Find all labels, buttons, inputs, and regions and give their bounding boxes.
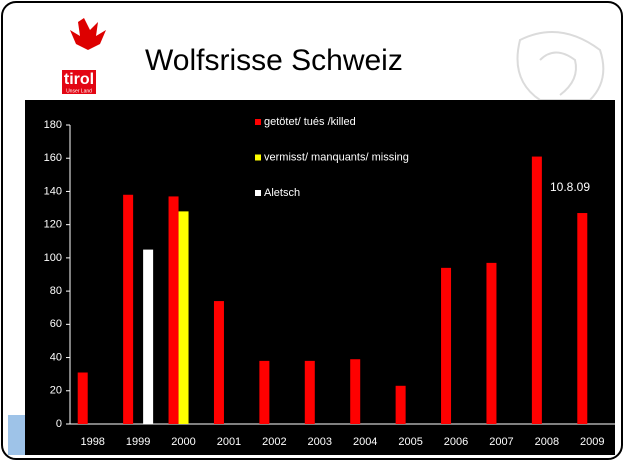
legend-label: Aletsch: [264, 187, 300, 199]
y-tick-label: 120: [44, 219, 62, 231]
x-tick-label: 2008: [535, 436, 559, 448]
bar: [532, 157, 542, 424]
x-tick-label: 1998: [80, 436, 104, 448]
legend-swatch: [255, 155, 261, 161]
bar: [350, 359, 360, 424]
bar: [396, 386, 406, 424]
x-tick-label: 2003: [308, 436, 332, 448]
slide: tirol Unser Land Wolfsrisse Schweiz 10.8…: [0, 0, 624, 461]
legend-swatch: [255, 119, 261, 125]
bar: [259, 361, 269, 424]
bar: [78, 373, 88, 424]
legend-label: vermisst/ manquants/ missing: [264, 151, 409, 163]
y-tick-label: 0: [56, 418, 62, 430]
x-tick-label: 1999: [126, 436, 150, 448]
x-tick-label: 2002: [262, 436, 286, 448]
y-tick-label: 140: [44, 185, 62, 197]
x-tick-label: 2001: [217, 436, 241, 448]
y-tick-label: 60: [50, 318, 62, 330]
bar: [169, 196, 179, 424]
bar: [577, 213, 587, 424]
bar: [486, 263, 496, 424]
y-tick-label: 80: [50, 285, 62, 297]
logo-subtext: Unser Land: [66, 88, 92, 94]
x-tick-label: 2000: [171, 436, 195, 448]
y-tick-label: 160: [44, 152, 62, 164]
bar: [179, 211, 189, 424]
bar: [214, 301, 224, 424]
x-tick-label: 2007: [489, 436, 513, 448]
bar: [441, 268, 451, 424]
logo-text: tirol: [64, 71, 94, 88]
bar: [305, 361, 315, 424]
y-tick-label: 40: [50, 351, 62, 363]
x-tick-label: 2004: [353, 436, 377, 448]
bar: [143, 250, 153, 424]
y-tick-label: 20: [50, 385, 62, 397]
bar: [123, 195, 133, 424]
page: {"logo": {"text": "tirol", "subtext": "U…: [0, 0, 624, 461]
chart-title: Wolfsrisse Schweiz: [145, 44, 403, 77]
x-tick-label: 2006: [444, 436, 468, 448]
annotation: 10.8.09: [550, 180, 590, 194]
y-tick-label: 100: [44, 252, 62, 264]
legend-label: getötet/ tués /killed: [264, 116, 356, 128]
x-tick-label: 2009: [580, 436, 604, 448]
y-tick-label: 180: [44, 119, 62, 131]
legend-swatch: [255, 190, 261, 196]
x-tick-label: 2005: [398, 436, 422, 448]
